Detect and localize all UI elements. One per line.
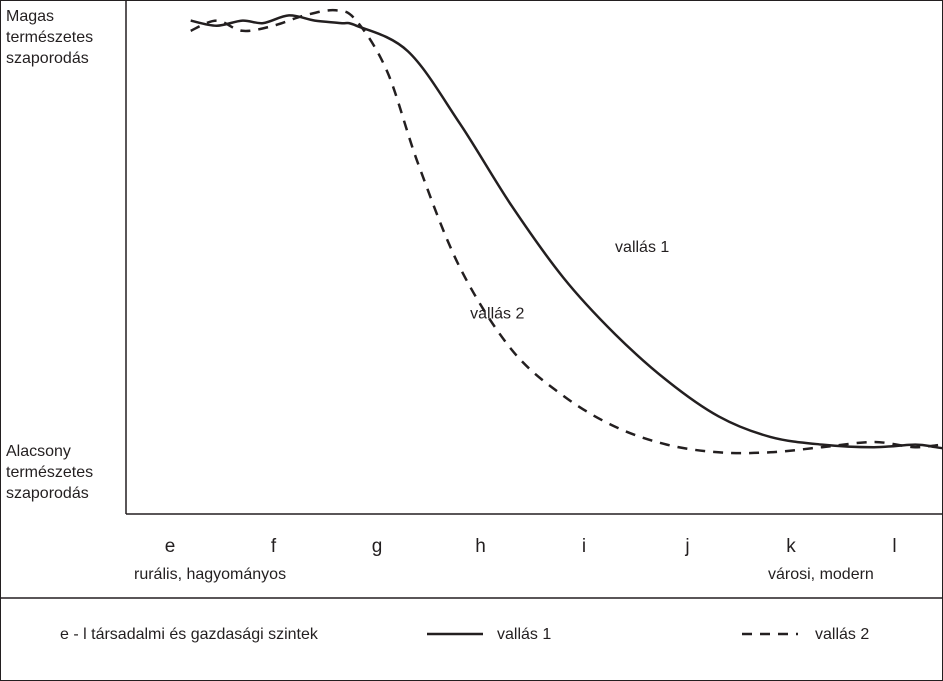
y-top-line-3: szaporodás: [6, 50, 89, 67]
x-tick-j: j: [685, 536, 690, 557]
x-tick-g: g: [371, 536, 383, 557]
x-tick-f: f: [270, 536, 277, 557]
x-tick-e: e: [164, 536, 176, 557]
annotation-vallas-1: vallás 1: [615, 239, 669, 256]
y-axis-top-label: Magas természetes szaporodás: [6, 6, 93, 69]
y-bottom-line-1: Alacsony: [6, 443, 71, 460]
x-tick-l: l: [892, 536, 897, 557]
series-line-vallas-2: [190, 8, 943, 455]
annotation-layer: vallás 1 vallás 2: [470, 239, 669, 323]
legend-label-vallas-2: vallás 2: [815, 626, 870, 643]
series-layer: [190, 8, 943, 455]
series-line-vallas-1: [190, 14, 943, 450]
y-axis-bottom-label: Alacsony természetes szaporodás: [6, 441, 93, 504]
y-top-line-1: Magas: [6, 8, 55, 25]
y-top-line-2: természetes: [6, 29, 94, 46]
x-left-label: rurális, hagyományos: [134, 566, 287, 583]
x-tick-h: h: [475, 536, 486, 557]
x-tick-i: i: [581, 536, 587, 557]
legend-key-text: e - l társadalmi és gazdasági szintek: [60, 626, 318, 643]
legend-label-vallas-1: vallás 1: [497, 626, 552, 643]
x-right-label: városi, modern: [768, 566, 874, 583]
x-tick-k: k: [786, 536, 796, 557]
y-bottom-line-2: természetes: [6, 464, 94, 481]
y-bottom-line-3: szaporodás: [6, 485, 89, 502]
annotation-vallas-2: vallás 2: [470, 306, 524, 323]
